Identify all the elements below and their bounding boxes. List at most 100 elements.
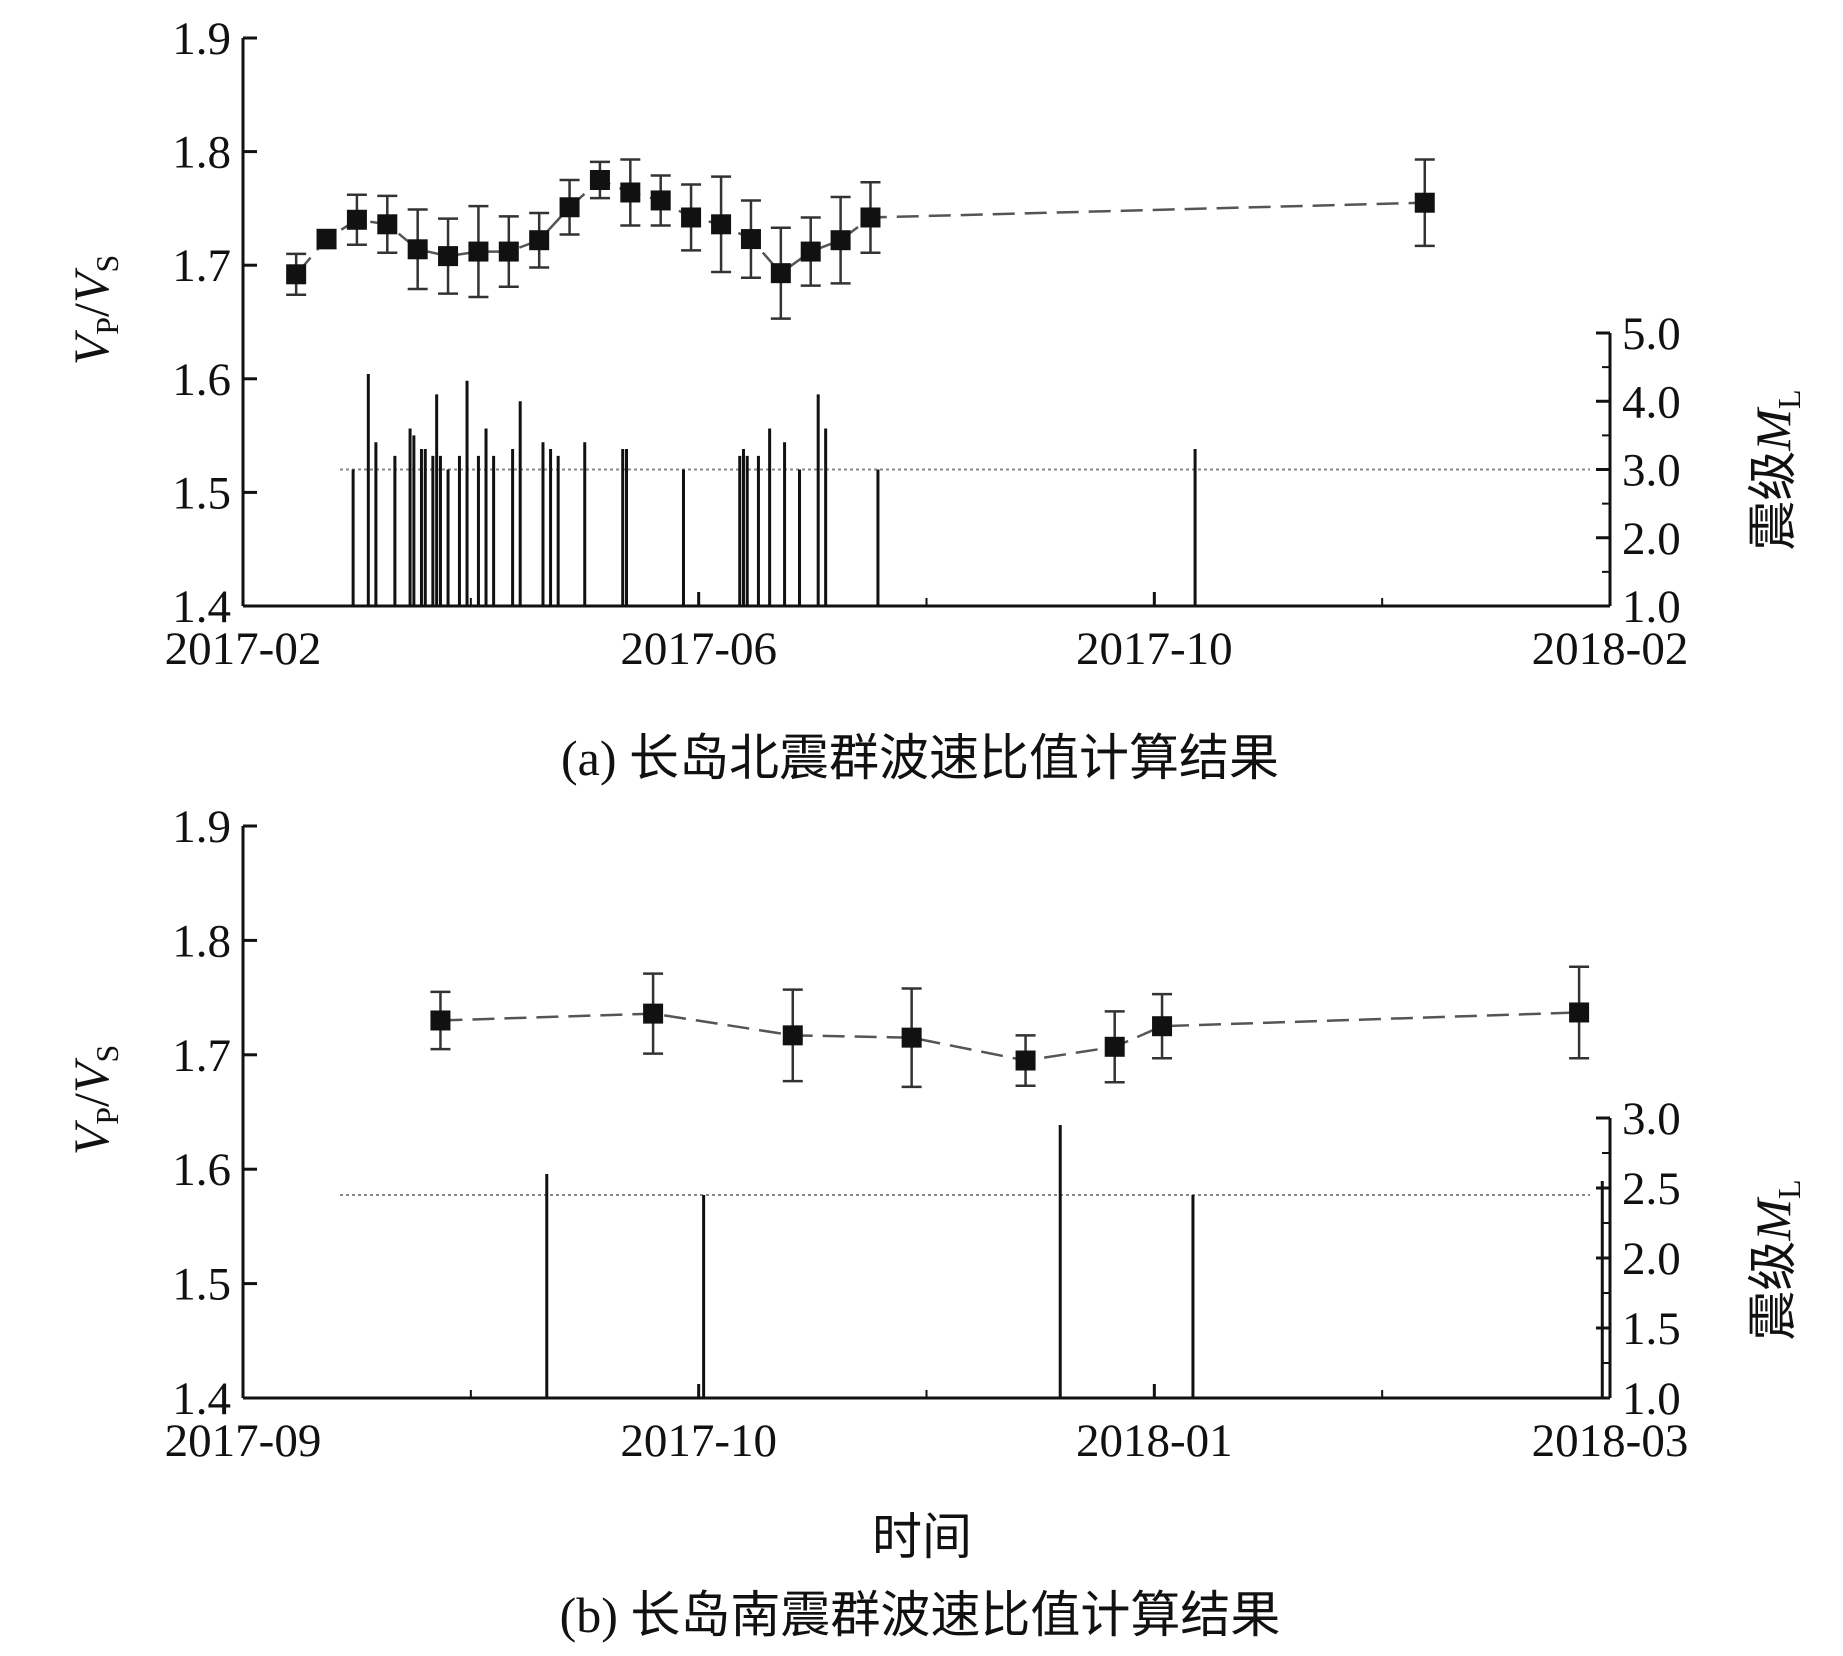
panel-b-y-title-sub1: P [89, 1107, 125, 1125]
panel-b-y-title-main: V [63, 1119, 119, 1155]
panel-a-x-tick-label: 2017-02 [165, 623, 322, 675]
panel-a-vpvs-point [407, 208, 428, 291]
panel-a-vpvs-point [377, 194, 398, 254]
panel-a-y-tick-label: 1.7 [172, 240, 231, 292]
panel-b-y2-tick-label: 1.5 [1622, 1303, 1681, 1355]
panel-a-vpvs-point [1414, 158, 1435, 248]
panel-b-y2-ticks: 1.0 1.5 2.0 2.5 3.0 [1596, 1093, 1681, 1425]
panel-a-square-marker [498, 241, 519, 262]
panel-a-vpvs-point [620, 158, 641, 227]
panel-a-square-marker [529, 230, 550, 251]
panel-b-y-tick-label: 1.4 [172, 1373, 231, 1425]
panel-b-y2-title-text: 震级 [1745, 1241, 1801, 1341]
panel-a-vpvs-points [286, 158, 1435, 320]
panel-a-y-title-sub2: S [89, 255, 125, 273]
panel-a-vpvs-point [800, 216, 821, 287]
panel-a-y2-title-main: M [1745, 407, 1801, 452]
panel-a-y-title-main2: V [63, 267, 119, 303]
panel-b-y-tick-label: 1.9 [172, 801, 231, 853]
panel-b: 1.4 1.5 1.6 1.7 1.8 1.9 1.0 1.5 2.0 2.5 3.0 2017-… [63, 801, 1807, 1643]
panel-b-square-marker [782, 1025, 803, 1046]
panel-b-vpvs-point [1104, 1010, 1125, 1084]
panel-b-caption: (b) 长岛南震群波速比值计算结果 [560, 1587, 1281, 1643]
panel-b-magnitude-bars [545, 1125, 1604, 1398]
panel-a-vpvs-line [295, 178, 1425, 276]
panel-a-x-tick-label: 2017-10 [1076, 623, 1233, 675]
panel-a-square-marker [650, 190, 671, 211]
panel-b-vpvs-point [1015, 1034, 1036, 1087]
panel-a-vpvs-point [770, 226, 791, 320]
panel-b-y-title-sub2: S [89, 1045, 125, 1063]
panel-a-x-tick-label: 2018-02 [1532, 623, 1689, 675]
panel-a-vpvs-point [830, 195, 851, 285]
panel-b-y2-tick-label: 2.5 [1622, 1163, 1681, 1215]
panel-a-square-marker [800, 241, 821, 262]
panel-b-x-tick-label: 2018-01 [1076, 1415, 1233, 1467]
panel-b-square-marker [1015, 1050, 1036, 1071]
panel-a-y-tick-label: 1.4 [172, 581, 231, 633]
panel-a-vpvs-point [681, 183, 702, 252]
panel-b-square-marker [1152, 1016, 1173, 1037]
panel-a-magnitude-bars [351, 373, 1197, 606]
panel-a-y-title-main: V [63, 329, 119, 365]
panel-b-vpvs-point [1569, 965, 1590, 1060]
panel-a-square-marker [830, 230, 851, 251]
panel-a-vpvs-point [346, 193, 367, 247]
panel-a-square-marker [468, 241, 489, 262]
panel-b-y2-tick-label: 1.0 [1622, 1373, 1681, 1425]
panel-a-square-marker [286, 264, 307, 285]
panel-b-y-title-main2: V [63, 1057, 119, 1093]
panel-a-y2-tick-label: 4.0 [1622, 376, 1681, 428]
panel-a-square-marker [860, 207, 881, 228]
panel-a-square-marker [316, 229, 337, 250]
panel-a-y-title-sub1: P [89, 317, 125, 335]
panel-a-vpvs-point [589, 160, 610, 200]
panel-b-vpvs-line [440, 1011, 1580, 1062]
panel-b-square-marker [1569, 1002, 1590, 1023]
panel-a-square-marker [346, 209, 367, 230]
panel-b-y-ticks: 1.4 1.5 1.6 1.7 1.8 1.9 [172, 801, 257, 1425]
panel-a-square-marker [438, 246, 459, 267]
panel-b-square-marker [430, 1010, 451, 1031]
panel-b-x-tick-label: 2017-09 [165, 1415, 322, 1467]
panel-a-y2-tick-label: 3.0 [1622, 445, 1681, 497]
panel-b-y-title-slash: / [63, 1093, 119, 1107]
panel-a-square-marker [559, 197, 580, 218]
panel-a-x-ticks: 2017-02 2017-06 2017-10 2018-02 [165, 592, 1689, 675]
panel-b-vpvs-point [1152, 992, 1173, 1060]
panel-a-y2-title-sub: L [1771, 389, 1807, 409]
panel-a-y-ticks: 1.4 1.5 1.6 1.7 1.8 1.9 [172, 13, 257, 633]
panel-b-y-tick-label: 1.8 [172, 915, 231, 967]
panel-b-y2-tick-label: 2.0 [1622, 1233, 1681, 1285]
panel-a-vpvs-point [438, 217, 459, 295]
panel-a-vpvs-point [316, 228, 337, 250]
panel-b-x-tick-label: 2017-10 [620, 1415, 777, 1467]
panel-b-y2-axis-title: 震级ML [1745, 1179, 1807, 1340]
panel-a-square-marker [681, 207, 702, 228]
panel-a-vpvs-point [559, 178, 580, 236]
panel-a-vpvs-point [286, 252, 307, 296]
panel-a-square-marker [770, 263, 791, 284]
panel-b-x-tick-label: 2018-03 [1532, 1415, 1689, 1467]
panel-b-square-marker [1104, 1036, 1125, 1057]
panel-a-y-axis-title: VP/VS [63, 255, 125, 366]
panel-b-vpvs-dashed-line [440, 1011, 1580, 1062]
panel-b-y-axis-title: VP/VS [63, 1045, 125, 1156]
panel-a-y-tick-label: 1.5 [172, 467, 231, 519]
panel-a-square-marker [620, 182, 641, 203]
panel-b-x-ticks: 2017-09 2017-10 2018-01 2018-03 [165, 1384, 1689, 1467]
panel-b-vpvs-point [430, 990, 451, 1051]
panel-a-vpvs-point [529, 211, 550, 269]
panel-b-vpvs-point [782, 988, 803, 1083]
panel-a-y2-axis-title: 震级ML [1745, 389, 1807, 550]
panel-a: 1.4 1.5 1.6 1.7 1.8 1.9 1.0 2.0 3.0 4.0 5.0 2017-… [63, 13, 1807, 786]
panel-a-y-tick-label: 1.8 [172, 127, 231, 179]
panel-a-square-marker [1414, 192, 1435, 213]
panel-b-y-tick-label: 1.5 [172, 1259, 231, 1311]
panel-a-vpvs-point [860, 181, 881, 254]
panel-a-vpvs-point [650, 174, 671, 227]
panel-b-vpvs-points [430, 965, 1590, 1089]
panel-a-square-marker [711, 214, 732, 235]
panel-b-square-marker [901, 1027, 922, 1048]
